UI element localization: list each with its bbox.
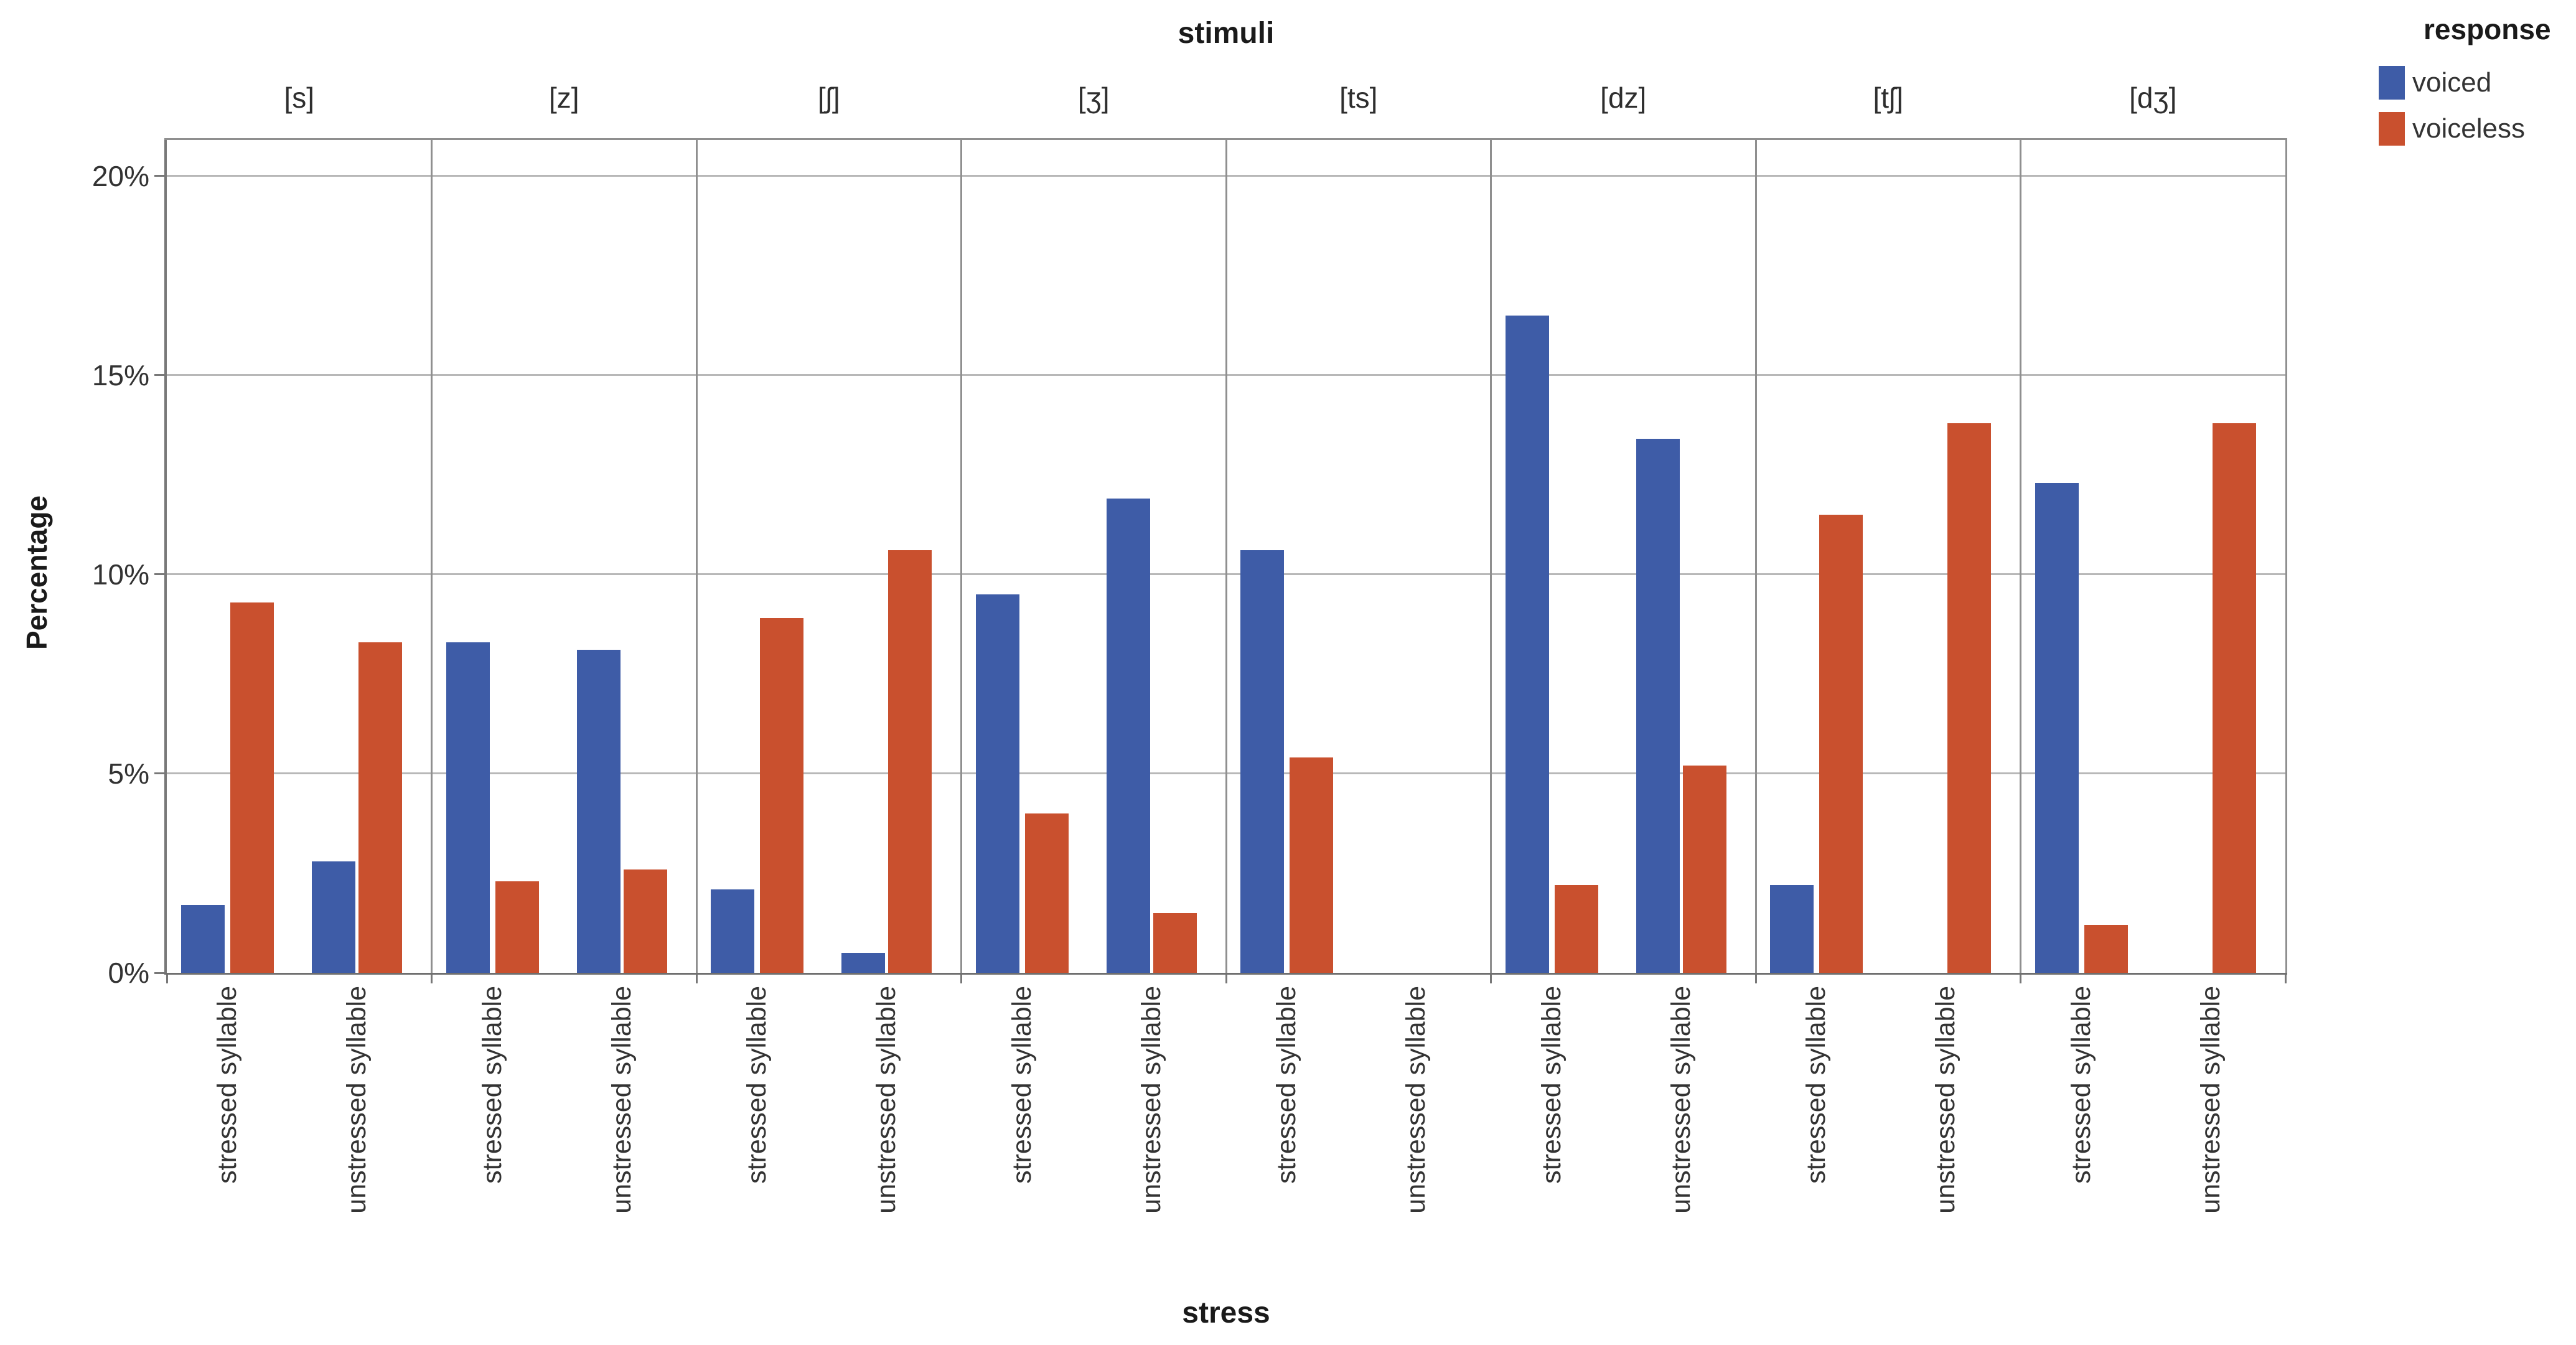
y-tick-label: 20%	[91, 159, 149, 192]
bar-voiceless-stressed	[1290, 757, 1333, 973]
x-tick-label-stress: unstressed syllable	[342, 986, 372, 1214]
panel-separator	[1754, 140, 1757, 973]
bar-voiceless-stressed	[760, 618, 803, 973]
bar-voiceless-unstressed	[623, 869, 667, 973]
x-tick-label-stress: stressed syllable	[477, 986, 507, 1184]
x-tick-label-stress: unstressed syllable	[1136, 986, 1166, 1214]
x-tickmark	[2020, 975, 2021, 983]
x-tickmark	[1225, 975, 1227, 983]
x-tick-label-stress: stressed syllable	[1801, 986, 1831, 1184]
legend-label: voiced	[2412, 67, 2492, 98]
x-tick-label-stress: stressed syllable	[742, 986, 772, 1184]
y-tick-label: 15%	[91, 359, 149, 391]
bar-voiceless-stressed	[495, 881, 539, 973]
panel-header-stimulus: [s]	[284, 82, 315, 114]
legend-item-voiced: voiced	[2379, 66, 2572, 100]
x-axis-title: stress	[1182, 1296, 1270, 1329]
bar-voiced-stressed	[1240, 550, 1284, 973]
bar-voiced-stressed	[1770, 885, 1814, 973]
voiced-swatch-icon	[2379, 66, 2405, 100]
y-tick-label: 10%	[91, 558, 149, 591]
x-tick-label-stress: stressed syllable	[1272, 986, 1301, 1184]
panel-separator	[431, 140, 433, 973]
panel-separator	[2020, 140, 2021, 973]
x-tick-label-stress: unstressed syllable	[871, 986, 901, 1214]
x-tickmark	[960, 975, 962, 983]
bar-voiceless-unstressed	[358, 642, 402, 973]
bar-voiced-unstressed	[1636, 439, 1680, 973]
bar-voiced-unstressed	[576, 650, 621, 973]
bar-voiced-unstressed	[1106, 499, 1150, 973]
y-tickmark	[154, 573, 164, 576]
panel-header-stimulus: [ʒ]	[1077, 82, 1110, 114]
bar-voiceless-stressed	[230, 602, 274, 973]
x-tickmark	[166, 975, 168, 983]
bar-voiceless-unstressed	[2212, 423, 2256, 973]
bar-voiced-stressed	[2035, 482, 2079, 973]
x-tick-label-stress: unstressed syllable	[606, 986, 637, 1214]
bar-voiceless-stressed	[1554, 885, 1598, 973]
bar-voiceless-stressed	[2084, 925, 2128, 973]
panel-separator	[960, 140, 962, 973]
panel-header-stimulus: [ts]	[1339, 82, 1378, 114]
bar-voiced-unstressed	[841, 952, 885, 973]
panel-header-stimulus: [dz]	[1600, 82, 1647, 114]
y-tickmark	[154, 772, 164, 775]
bar-voiceless-stressed	[1024, 813, 1069, 973]
panel-header-stimulus: [tʃ]	[1873, 82, 1904, 114]
bar-voiced-unstressed	[312, 861, 355, 973]
x-tickmark	[2284, 975, 2287, 983]
x-tick-label-stress: unstressed syllable	[1665, 986, 1696, 1214]
bar-voiced-stressed	[711, 889, 754, 973]
x-tickmark	[431, 975, 433, 983]
y-tick-label: 5%	[108, 757, 149, 790]
legend-item-voiceless: voiceless	[2379, 112, 2572, 146]
y-tick-label: 0%	[108, 957, 149, 989]
plot-top-border	[164, 138, 2287, 140]
bar-voiceless-unstressed	[888, 550, 932, 973]
voiceless-swatch-icon	[2379, 112, 2405, 146]
panel-header-stimulus: [z]	[548, 82, 579, 114]
panel-header-stimulus: [dʒ]	[2129, 82, 2177, 114]
plot-right-border	[2285, 140, 2287, 973]
panel-separator	[1225, 140, 1227, 973]
x-tick-label-stress: stressed syllable	[2066, 986, 2096, 1184]
bar-voiceless-unstressed	[1153, 912, 1197, 973]
bar-voiced-stressed	[975, 594, 1019, 973]
x-tick-label-stress: unstressed syllable	[2195, 986, 2226, 1214]
x-tick-label-stress: unstressed syllable	[1931, 986, 1960, 1214]
x-tickmark	[695, 975, 698, 983]
x-tick-label-stress: stressed syllable	[212, 986, 242, 1184]
x-tickmark	[1754, 975, 1757, 983]
y-tickmark	[154, 374, 164, 377]
x-tick-label-stress: stressed syllable	[1536, 986, 1567, 1184]
x-tick-label-stress: stressed syllable	[1006, 986, 1037, 1184]
bar-voiced-stressed	[446, 642, 490, 973]
panel-separator	[695, 140, 698, 973]
panel-separator	[1490, 140, 1492, 973]
legend-title: response	[2424, 13, 2551, 45]
chart-title: stimuli	[1178, 17, 1275, 50]
y-axis-line	[164, 140, 167, 975]
bar-voiceless-stressed	[1819, 514, 1863, 973]
bar-voiceless-unstressed	[1682, 766, 1726, 973]
x-tickmark	[1490, 975, 1492, 983]
bar-voiced-stressed	[1505, 315, 1549, 973]
panel-header-stimulus: [ʃ]	[817, 82, 840, 114]
legend: response voiced voiceless	[2379, 12, 2572, 158]
y-tickmark	[154, 175, 164, 177]
x-tick-label-stress: unstressed syllable	[1401, 986, 1431, 1214]
x-axis-line	[164, 973, 2287, 975]
y-tickmark	[154, 972, 164, 974]
bar-voiced-stressed	[181, 905, 225, 973]
legend-label: voiceless	[2412, 113, 2525, 144]
bar-voiceless-unstressed	[1947, 423, 1991, 973]
